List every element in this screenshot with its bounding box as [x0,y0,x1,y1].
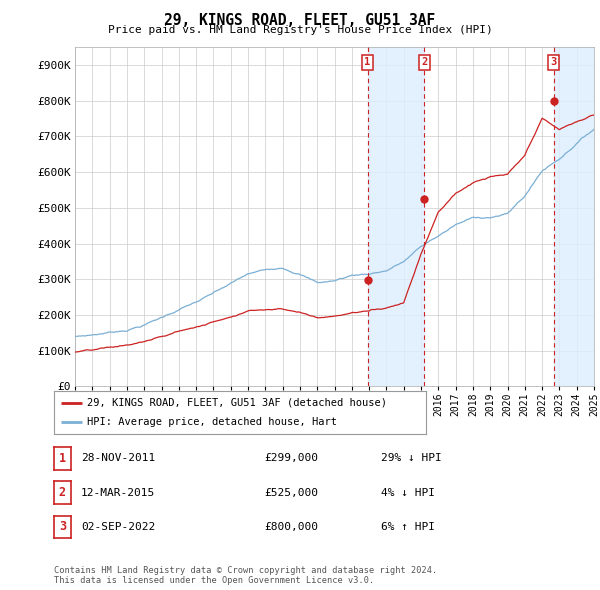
Text: 4% ↓ HPI: 4% ↓ HPI [381,488,435,497]
Text: 1: 1 [364,57,371,67]
Text: 2: 2 [59,486,66,499]
Text: 29, KINGS ROAD, FLEET, GU51 3AF: 29, KINGS ROAD, FLEET, GU51 3AF [164,13,436,28]
Text: 29, KINGS ROAD, FLEET, GU51 3AF (detached house): 29, KINGS ROAD, FLEET, GU51 3AF (detache… [88,398,388,408]
Text: £525,000: £525,000 [264,488,318,497]
Text: Contains HM Land Registry data © Crown copyright and database right 2024.
This d: Contains HM Land Registry data © Crown c… [54,566,437,585]
Text: 28-NOV-2011: 28-NOV-2011 [81,454,155,463]
Bar [554,47,594,386]
Text: 3: 3 [59,520,66,533]
Text: Price paid vs. HM Land Registry's House Price Index (HPI): Price paid vs. HM Land Registry's House … [107,25,493,35]
Text: £800,000: £800,000 [264,522,318,532]
Text: 1: 1 [59,452,66,465]
Text: 2: 2 [421,57,427,67]
Text: 3: 3 [551,57,557,67]
Text: HPI: Average price, detached house, Hart: HPI: Average price, detached house, Hart [88,417,337,427]
Bar [368,47,424,386]
Text: £299,000: £299,000 [264,454,318,463]
Text: 12-MAR-2015: 12-MAR-2015 [81,488,155,497]
Text: 02-SEP-2022: 02-SEP-2022 [81,522,155,532]
Text: 6% ↑ HPI: 6% ↑ HPI [381,522,435,532]
Text: 29% ↓ HPI: 29% ↓ HPI [381,454,442,463]
